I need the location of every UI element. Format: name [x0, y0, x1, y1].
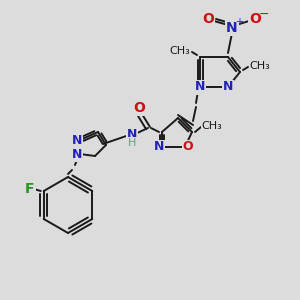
Text: N: N: [223, 80, 233, 94]
Text: CH₃: CH₃: [202, 121, 222, 131]
Text: N: N: [72, 134, 82, 146]
Text: CH₃: CH₃: [169, 46, 190, 56]
Text: +: +: [235, 17, 243, 27]
Text: O: O: [202, 12, 214, 26]
Text: CH₃: CH₃: [250, 61, 270, 71]
Text: N: N: [72, 148, 82, 160]
Text: O: O: [249, 12, 261, 26]
Text: N: N: [195, 80, 205, 94]
Text: O: O: [133, 101, 145, 115]
Text: −: −: [259, 8, 269, 20]
Text: H: H: [128, 138, 136, 148]
Text: F: F: [25, 182, 34, 196]
Text: O: O: [183, 140, 193, 154]
Text: N: N: [154, 140, 164, 154]
Text: N: N: [127, 128, 137, 140]
Text: N: N: [226, 21, 238, 35]
